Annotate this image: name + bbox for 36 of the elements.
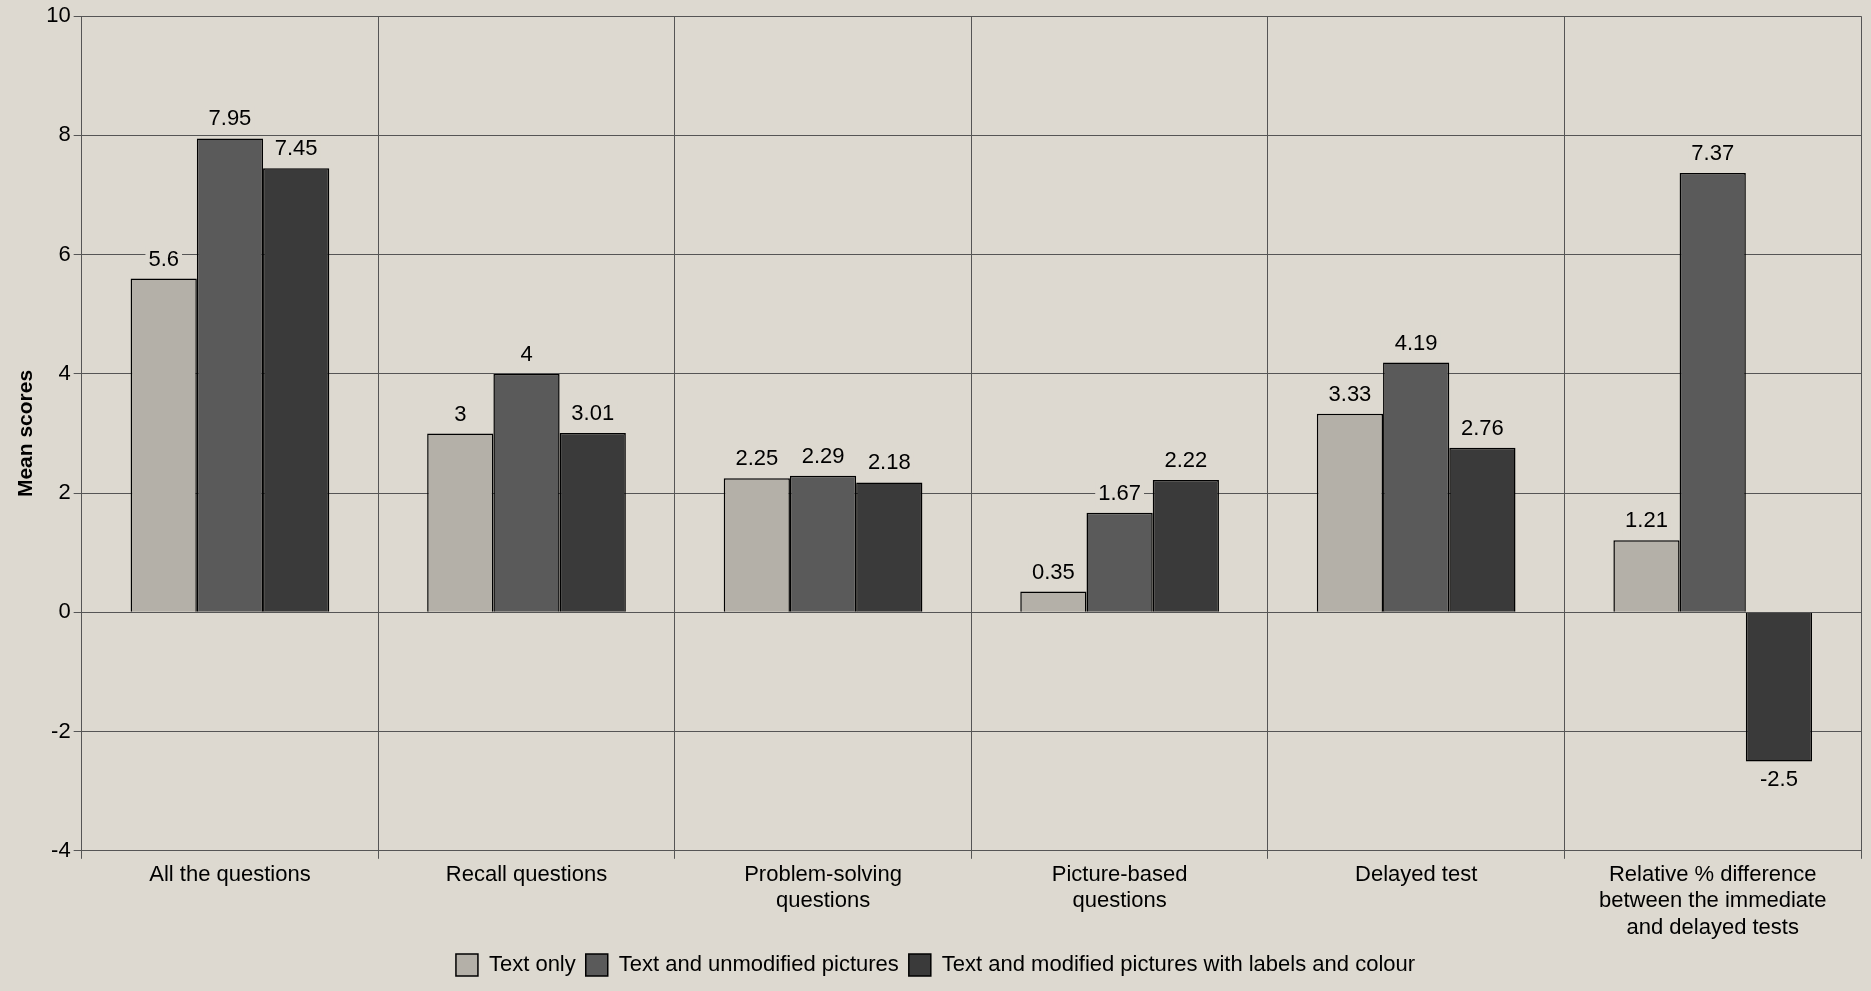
data-label: 3.33	[1328, 380, 1372, 406]
x-tick-label: Recall questions	[445, 861, 608, 887]
data-label: 2.22	[1164, 447, 1208, 473]
y-tick-label: -4	[51, 836, 71, 862]
y-tick-label: -2	[51, 717, 71, 743]
data-label: 1.21	[1625, 507, 1668, 533]
x-tick-label: All the questions	[149, 861, 311, 887]
y-tick-label: 2	[58, 479, 71, 505]
data-label: 0.35	[1031, 558, 1075, 584]
data-label: 2.76	[1460, 414, 1504, 440]
legend-label: Text and modified pictures with labels and colour	[941, 951, 1416, 977]
data-label: 7.45	[274, 135, 318, 161]
x-tick-label: Relative % difference between the immediate and delayed tests	[1598, 861, 1827, 939]
data-label: 7.37	[1691, 140, 1735, 166]
x-tick-label: Delayed test	[1355, 861, 1478, 887]
data-label: 5.6	[148, 245, 180, 271]
data-label: 7.95	[208, 105, 252, 131]
data-label: 4	[520, 340, 533, 366]
y-tick-label: 8	[58, 121, 71, 147]
data-label: 2.18	[867, 449, 911, 475]
data-label: 3.01	[571, 399, 615, 425]
data-label: 4.19	[1394, 329, 1438, 355]
legend-label: Text only	[488, 951, 576, 977]
data-label: 2.25	[735, 445, 779, 471]
x-tick-label: Problem-solving questions	[744, 861, 902, 913]
y-tick-label: 6	[58, 240, 71, 266]
data-label: 3	[454, 400, 467, 426]
legend-label: Text and unmodified pictures	[618, 951, 899, 977]
y-tick-label: 4	[58, 359, 71, 385]
data-label: -2.5	[1759, 766, 1798, 792]
y-axis-title: Mean scores	[13, 369, 37, 498]
y-tick-label: 10	[46, 2, 71, 28]
y-tick-label: 0	[58, 598, 71, 624]
x-tick-label: Picture-based questions	[1051, 861, 1188, 913]
data-label: 1.67	[1098, 479, 1142, 505]
data-label: 2.29	[801, 442, 845, 468]
